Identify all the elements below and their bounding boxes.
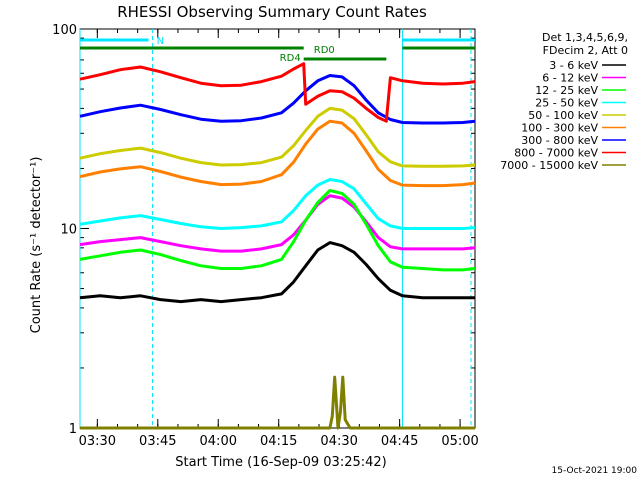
series-line-3 <box>79 178 476 230</box>
series-line-7 <box>79 62 476 123</box>
y-tick-label: 100 <box>52 23 77 38</box>
chart-title: RHESSI Observing Summary Count Rates <box>117 3 427 21</box>
x-tick-label: 04:15 <box>260 434 297 449</box>
attenuator-label-rd0: RD0 <box>314 45 335 56</box>
night-label: N <box>157 36 164 47</box>
x-axis-label: Start Time (16-Sep-09 03:25:42) <box>175 455 386 470</box>
attenuator-label-rd4: RD4 <box>280 53 301 64</box>
x-tick-label: 03:30 <box>79 434 116 449</box>
x-tick-label: 05:00 <box>441 434 478 449</box>
legend-entry-label: 50 - 100 keV <box>528 109 598 122</box>
legend-entry-label: 100 - 300 keV <box>521 122 598 135</box>
x-tick-label: 03:45 <box>139 434 176 449</box>
series-line-4 <box>79 106 476 168</box>
footer-date: 15-Oct-2021 19:00 <box>552 466 638 476</box>
legend-entry-label: 3 - 6 keV <box>549 59 598 72</box>
legend-entry-label: 7000 - 15000 keV <box>500 159 598 172</box>
series-line-8 <box>80 375 475 430</box>
y-tick-label: 1 <box>69 422 77 437</box>
series-line-2 <box>79 189 476 272</box>
legend-entry-label: 25 - 50 keV <box>535 97 598 110</box>
x-tick-label: 04:45 <box>381 434 418 449</box>
series-line-0 <box>79 241 475 304</box>
series-line-5 <box>79 119 476 188</box>
y-axis-label: Count Rate (s⁻¹ detector⁻¹) <box>29 157 44 334</box>
series-layer <box>79 62 476 430</box>
legend-entry-label: 12 - 25 keV <box>535 84 598 97</box>
legend-entry-label: 300 - 800 keV <box>521 134 598 147</box>
legend-header-line-1: Det 1,3,4,5,6,9, <box>542 31 628 44</box>
axes-layer: 1 10 100 03:30 03:45 04:00 04:15 04:30 04:45 05:0… <box>52 23 479 449</box>
x-tick-label: 04:00 <box>200 434 237 449</box>
y-tick-label: 10 <box>60 223 77 238</box>
legend-entry-label: 800 - 7000 keV <box>514 147 598 160</box>
legend-header-line-2: FDecim 2, Att 0 <box>543 44 628 57</box>
x-tick-label: 04:30 <box>320 434 357 449</box>
y-axis-label-group: Count Rate (s⁻¹ detector⁻¹) <box>29 157 44 334</box>
legend-entry-label: 6 - 12 keV <box>542 72 598 85</box>
